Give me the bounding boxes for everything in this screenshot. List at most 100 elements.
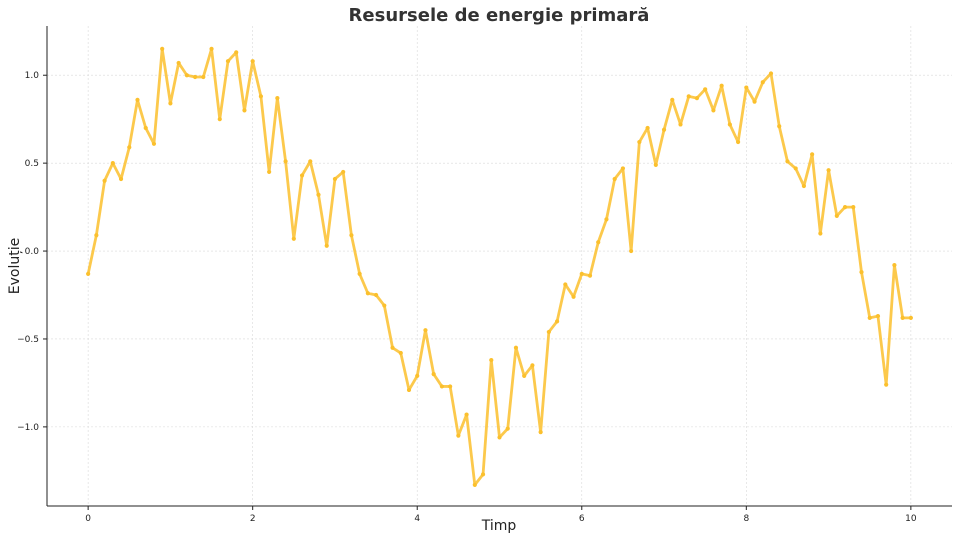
data-point [184,73,189,78]
data-point [908,315,913,320]
data-point [793,166,798,171]
data-point [448,384,453,389]
data-point [415,373,420,378]
data-point [579,271,584,277]
data-point [653,162,658,168]
data-point [127,145,132,150]
data-point [686,94,691,99]
data-point [341,169,346,175]
data-point [324,243,329,248]
data-point [735,139,741,145]
data-point [834,213,839,218]
x-tick-label-1: 2 [250,514,256,524]
data-point [406,387,412,393]
data-point [768,71,774,76]
data-point [620,166,626,171]
data-point [875,314,881,319]
data-point [464,412,469,417]
data-point [299,173,305,178]
data-point [867,315,872,320]
data-point [727,122,732,127]
data-point [571,294,576,299]
data-point [308,159,313,164]
data-point [810,152,815,157]
y-tick-label-1: −0.5 [17,335,39,345]
series-layer [86,46,913,488]
data-point [842,204,848,210]
data-point [801,183,807,189]
data-point [151,141,157,146]
data-point [160,46,165,51]
chart-title: Resursele de energie primară [349,5,650,26]
data-point [522,373,527,378]
data-point [587,273,593,278]
data-point [382,303,387,308]
data-point [694,95,700,101]
data-point [209,46,214,51]
data-point [275,95,280,101]
data-point [612,176,617,182]
data-point [423,328,428,333]
data-point [94,233,99,238]
y-tick-label-2: 0.0 [25,247,40,257]
data-point [645,125,650,131]
data-point [110,161,115,166]
data-point [217,117,222,122]
data-point [390,345,395,350]
x-tick-label-3: 6 [579,514,585,524]
data-point [596,240,601,245]
y-tick-label-3: 0.5 [25,159,39,169]
data-point [629,248,634,254]
data-point [604,217,609,222]
data-point [225,59,231,64]
data-point [283,159,288,164]
data-point [439,384,445,389]
data-point [785,159,790,164]
data-point [316,192,321,197]
data-point [168,101,173,106]
data-point [563,282,568,287]
y-tick-label-4: 1.0 [25,71,40,81]
data-point [489,357,494,363]
data-point [513,345,519,350]
data-point [505,426,510,431]
axes: 0 2 4 6 8 10 −1.0 −0.5 0.0 0.5 1.0 [17,26,952,524]
data-point [892,263,897,268]
data-point [267,169,272,175]
data-point [760,80,765,85]
data-point [900,315,905,320]
data-point [554,319,560,324]
y-tick-label-0: −1.0 [17,423,39,433]
data-point [373,292,379,298]
data-point [102,178,107,183]
data-point [546,329,551,335]
data-point [242,108,247,113]
x-tick-label-5: 10 [905,514,917,524]
data-point [678,122,683,127]
data-point [670,97,675,102]
data-point [349,233,354,238]
data-point [703,87,708,92]
data-point [250,59,255,64]
data-point [719,83,724,88]
data-point [234,50,239,55]
data-point [332,176,338,182]
data-point [884,382,889,387]
data-point [357,271,362,277]
data-point [118,176,124,182]
data-point [538,430,543,435]
data-point [497,435,502,440]
data-point [661,127,667,132]
data-point [777,124,782,129]
data-point [192,74,198,80]
data-point [851,204,856,210]
data-point [135,97,140,102]
x-tick-label-0: 0 [85,514,91,524]
data-point [530,363,535,368]
x-tick-label-2: 4 [414,514,420,524]
data-point [711,108,716,113]
data-point [201,74,206,80]
data-point [86,271,91,277]
data-point [176,60,181,66]
